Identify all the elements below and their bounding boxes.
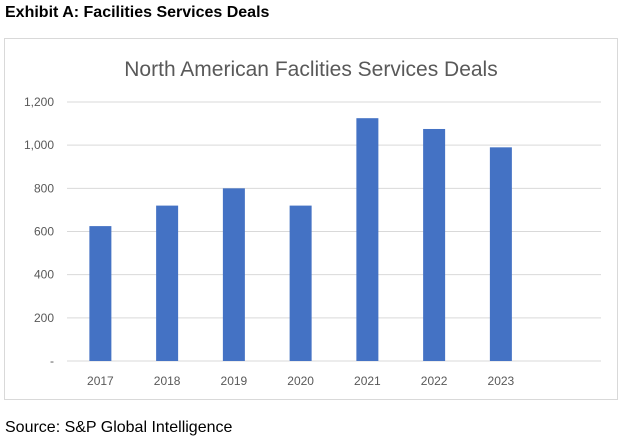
y-tick-label: - (50, 354, 54, 368)
bar (222, 188, 245, 361)
bar-chart: North American Faclities Services Deals … (24, 58, 601, 388)
bar (289, 205, 312, 361)
source-note: Source: S&P Global Intelligence (5, 419, 233, 436)
x-tick-label: 2017 (87, 374, 114, 388)
x-tick-label: 2019 (221, 374, 248, 388)
bar (489, 147, 512, 361)
y-tick-label: 200 (34, 311, 54, 325)
x-tick-label: 2022 (421, 374, 448, 388)
chart-title: North American Faclities Services Deals (124, 58, 497, 81)
bar (89, 226, 112, 361)
x-tick-label: 2023 (488, 374, 515, 388)
x-tick-label: 2021 (354, 374, 381, 388)
bar (356, 118, 379, 361)
y-tick-label: 1,000 (24, 138, 54, 152)
x-tick-label: 2020 (287, 374, 314, 388)
y-tick-label: 600 (34, 225, 54, 239)
y-tick-label: 800 (34, 181, 54, 195)
exhibit-title: Exhibit A: Facilities Services Deals (5, 4, 270, 21)
x-axis-tick-labels: 2017 2018 2019 2020 2021 2022 2023 (87, 374, 515, 388)
bar (156, 205, 179, 361)
y-tick-label: 1,200 (24, 95, 54, 109)
y-tick-label: 400 (34, 268, 54, 282)
gridlines (67, 101, 601, 362)
x-tick-label: 2018 (154, 374, 181, 388)
bars (89, 118, 512, 361)
bar (423, 128, 446, 361)
y-axis-tick-labels: - 200 400 600 800 1,000 1,200 (24, 95, 54, 368)
chart-frame: North American Faclities Services Deals … (4, 38, 618, 400)
